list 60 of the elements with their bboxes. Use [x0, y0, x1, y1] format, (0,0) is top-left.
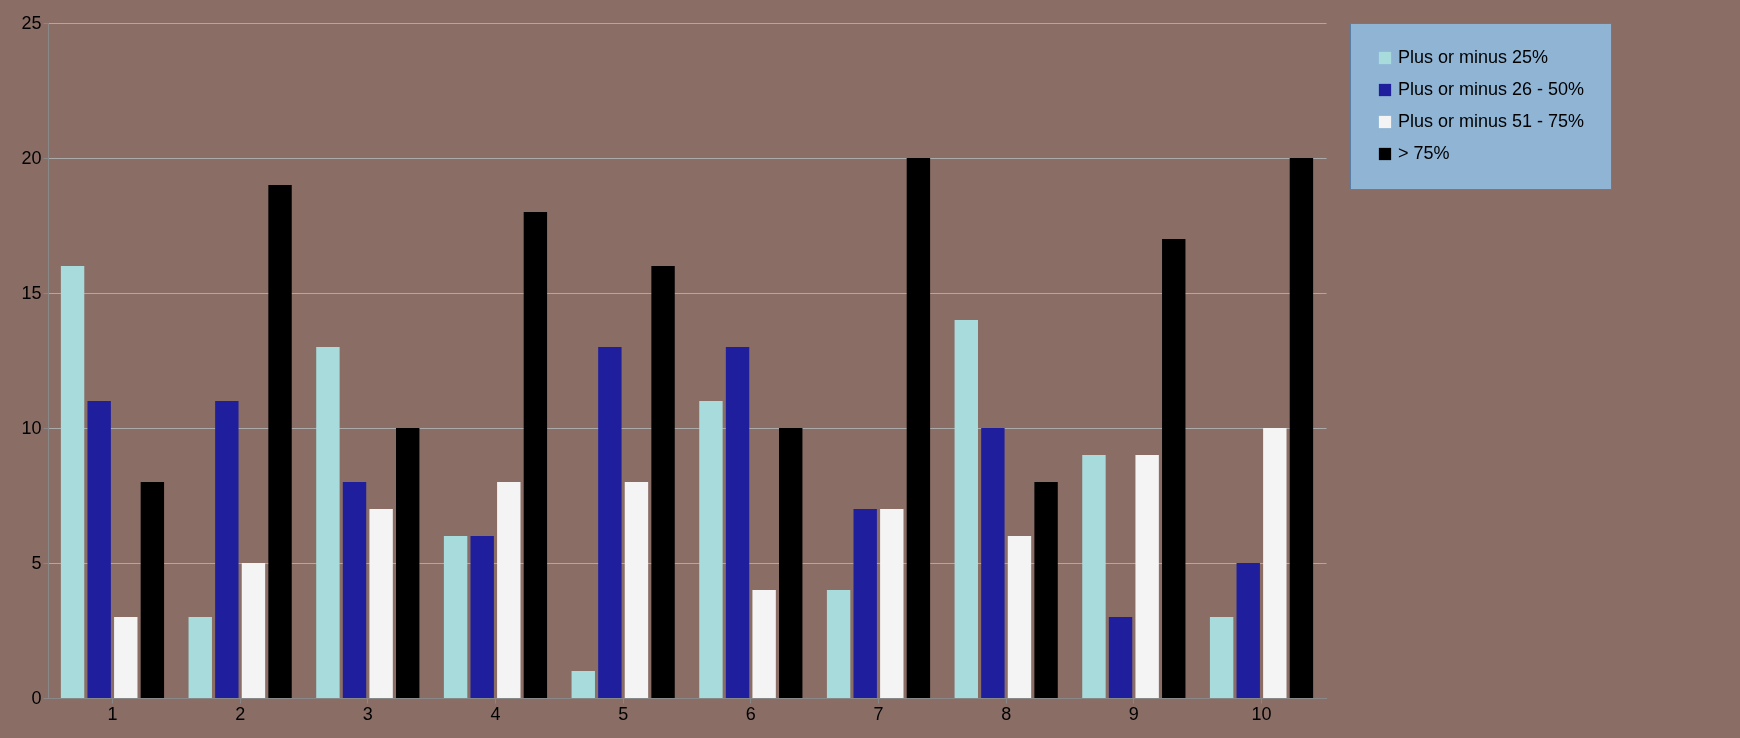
- bar: [954, 320, 978, 698]
- bar: [369, 509, 393, 698]
- bar: [316, 347, 340, 698]
- bar: [598, 347, 622, 698]
- bar: [443, 536, 468, 698]
- bar: [752, 590, 776, 698]
- bar: [114, 617, 138, 698]
- bar: [651, 266, 675, 698]
- x-tick-label: 6: [745, 703, 756, 724]
- legend-label: Plus or minus 25%: [1398, 47, 1549, 67]
- bar: [140, 482, 165, 698]
- bar: [396, 428, 420, 698]
- bar: [268, 185, 292, 698]
- bar: [342, 482, 367, 698]
- bar: [470, 536, 494, 698]
- bar: [523, 212, 548, 698]
- x-tick-label: 10: [1251, 703, 1272, 724]
- bar: [188, 617, 212, 698]
- bar: [906, 158, 931, 698]
- x-tick-label: 1: [107, 703, 118, 724]
- x-tick-label: 9: [1128, 703, 1139, 724]
- bar: [1289, 158, 1314, 698]
- x-tick-label: 3: [362, 703, 373, 724]
- x-tick-label: 7: [873, 703, 884, 724]
- bar: [779, 428, 803, 698]
- bar: [1236, 563, 1260, 698]
- legend-label: > 75%: [1398, 143, 1450, 163]
- bar: [725, 347, 750, 698]
- bar: [1108, 617, 1133, 698]
- bar: [571, 671, 595, 698]
- y-tick-label: 10: [21, 417, 42, 438]
- x-tick-label: 5: [618, 703, 629, 724]
- y-tick-label: 5: [31, 552, 42, 573]
- bar: [624, 482, 649, 698]
- legend-label: Plus or minus 51 - 75%: [1398, 111, 1585, 131]
- bar: [880, 509, 904, 698]
- bar: [1209, 617, 1234, 698]
- bar: [215, 401, 239, 698]
- x-tick-label: 2: [235, 703, 246, 724]
- y-tick-label: 25: [21, 12, 42, 33]
- x-tick-label: 8: [1001, 703, 1012, 724]
- y-tick-label: 20: [21, 147, 42, 168]
- bar: [497, 482, 521, 698]
- bar: [1135, 455, 1159, 698]
- bar: [241, 563, 266, 698]
- bar: [826, 590, 851, 698]
- bar: [60, 266, 85, 698]
- bar: [1007, 536, 1032, 698]
- bar: [981, 428, 1005, 698]
- bar: [853, 509, 877, 698]
- bar: [699, 401, 723, 698]
- x-tick-label: 4: [490, 703, 501, 724]
- bar: [1263, 428, 1287, 698]
- bar: [1082, 455, 1106, 698]
- bar: [1034, 482, 1058, 698]
- y-tick-label: 15: [21, 282, 42, 303]
- bar: [1162, 239, 1186, 698]
- y-tick-label: 0: [31, 687, 42, 708]
- legend-label: Plus or minus 26 - 50%: [1398, 79, 1585, 99]
- bar: [87, 401, 111, 698]
